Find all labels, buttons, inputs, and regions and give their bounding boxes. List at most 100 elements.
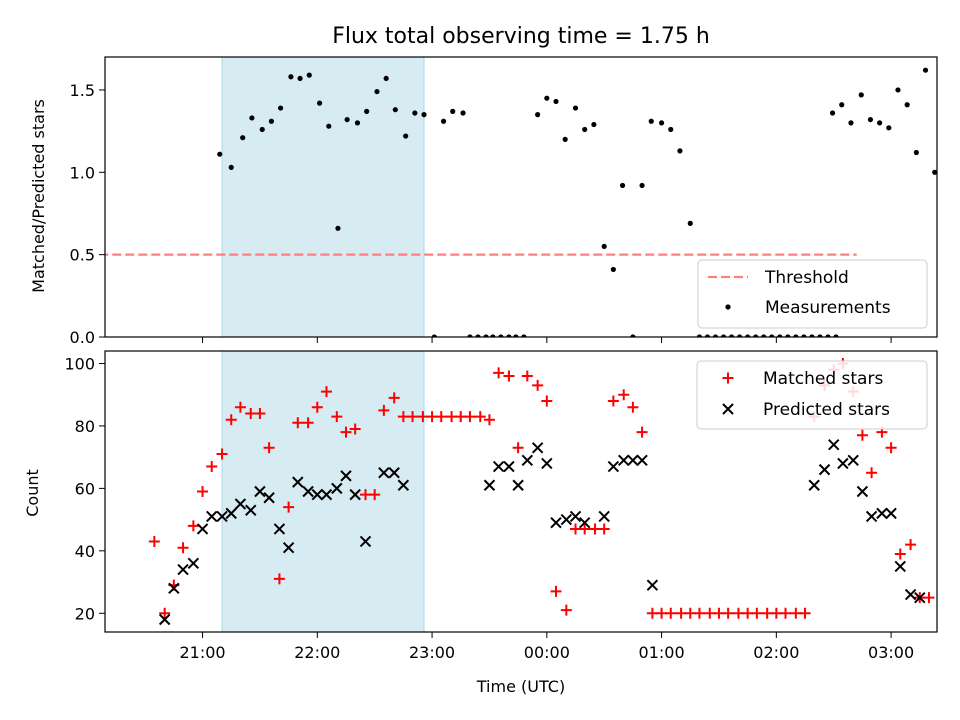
- measurement-point: [801, 334, 807, 337]
- chart-title: Flux total observing time = 1.75 h: [332, 24, 710, 49]
- measurement-point: [521, 334, 527, 337]
- predicted-star-point: [560, 513, 573, 526]
- matched-star-point: [541, 395, 553, 407]
- measurement-point: [639, 182, 645, 189]
- measurement-point: [335, 225, 341, 231]
- predicted-star-point: [837, 457, 849, 470]
- predicted-star-point: [627, 454, 639, 466]
- x-tick-label: 01:00: [639, 643, 685, 662]
- measurement-point: [288, 74, 294, 80]
- matched-star-point: [894, 548, 906, 560]
- matched-star-point: [693, 607, 705, 619]
- measurement-point: [392, 107, 398, 113]
- legend-measurements-label: Measurements: [765, 298, 891, 318]
- predicted-star-point: [894, 560, 906, 573]
- matched-star-point: [426, 411, 438, 423]
- matched-star-point: [234, 401, 246, 413]
- measurement-point: [217, 151, 223, 157]
- axes-frame: [104, 350, 938, 633]
- predicted-star-point: [331, 482, 343, 495]
- measurement-point: [745, 334, 751, 337]
- measurement-point: [450, 108, 456, 114]
- predicted-star-point: [876, 507, 888, 520]
- measurement-point: [364, 108, 370, 114]
- matched-star-point: [704, 607, 716, 619]
- y-tick-label: 0.0: [70, 328, 95, 347]
- legend-top: Threshold Measurements: [697, 259, 928, 329]
- predicted-star-point: [550, 517, 562, 529]
- measurement-point: [769, 334, 775, 337]
- predicted-star-point: [254, 485, 266, 498]
- matched-star-point: [331, 411, 343, 423]
- measurement-point: [696, 334, 703, 337]
- x-axis-label: Time (UTC): [476, 677, 565, 696]
- measurement-point: [383, 75, 389, 82]
- predicted-star-point: [340, 470, 352, 482]
- measurement-point: [777, 334, 783, 337]
- predicted-star-point: [847, 454, 859, 466]
- predicted-star-point: [856, 485, 869, 498]
- measurement-point: [544, 95, 550, 101]
- predicted-star-point: [646, 579, 659, 591]
- measurement-point: [895, 87, 901, 93]
- measurement-point: [720, 334, 727, 337]
- measurement-point: [498, 334, 504, 337]
- predicted-star-point: [904, 588, 917, 601]
- top-panel: 0.0 0.5 1.0 1.5 Threshold Measurements: [70, 56, 938, 347]
- matched-star-point: [263, 442, 275, 454]
- matched-star-point: [570, 523, 582, 535]
- measurement-point: [475, 334, 481, 337]
- matched-star-point: [579, 523, 591, 535]
- measurement-point: [839, 102, 845, 108]
- measurement-point: [610, 266, 616, 273]
- matched-star-point: [311, 401, 323, 413]
- matched-star-point: [799, 607, 811, 619]
- matched-star-point: [512, 442, 524, 454]
- predicted-star-point: [492, 460, 505, 473]
- matched-star-point: [856, 429, 868, 441]
- x-tick-label: 22:00: [294, 643, 340, 662]
- measurement-point: [249, 115, 255, 121]
- matched-star-point: [560, 604, 572, 616]
- matched-star-point: [216, 448, 228, 460]
- legend-bottom: Matched stars Predicted stars: [696, 360, 928, 430]
- measurement-point: [687, 220, 693, 226]
- matched-star-point: [905, 539, 917, 551]
- legend-threshold-label: Threshold: [764, 268, 849, 288]
- matched-star-point: [751, 607, 763, 619]
- predicted-star-point: [187, 557, 200, 570]
- predicted-star-point: [225, 507, 237, 520]
- matched-star-point: [675, 607, 687, 619]
- matched-star-point: [483, 414, 495, 426]
- matched-star-point: [665, 607, 677, 619]
- measurement-point: [658, 120, 665, 126]
- predicted-star-point: [578, 517, 591, 529]
- measurement-point: [490, 334, 496, 337]
- matched-star-point: [397, 411, 409, 423]
- predicted-star-point: [273, 523, 286, 535]
- legend-box: [696, 360, 928, 430]
- predicted-star-point: [636, 454, 648, 466]
- predicted-star-point: [320, 488, 333, 501]
- matched-star-point: [684, 607, 696, 619]
- measurement-point: [886, 125, 892, 131]
- matched-star-point: [177, 542, 189, 554]
- measurement-point: [374, 88, 380, 95]
- predicted-star-point: [808, 479, 820, 491]
- x-tick-label: 00:00: [524, 643, 570, 662]
- predicted-star-point: [885, 507, 897, 520]
- predicted-star-point: [292, 476, 304, 488]
- measurement-point: [344, 116, 350, 123]
- matched-star-point: [388, 392, 400, 404]
- matched-star-point: [493, 367, 505, 379]
- matched-star-point: [627, 401, 639, 413]
- predicted-star-point: [865, 510, 878, 523]
- matched-star-point: [360, 489, 372, 501]
- measurement-point: [712, 334, 719, 337]
- measurement-point: [421, 112, 427, 118]
- measurement-point: [483, 334, 489, 337]
- matched-star-point: [780, 607, 792, 619]
- y-tick-label: 0.5: [70, 246, 95, 265]
- matched-star-point: [550, 585, 562, 597]
